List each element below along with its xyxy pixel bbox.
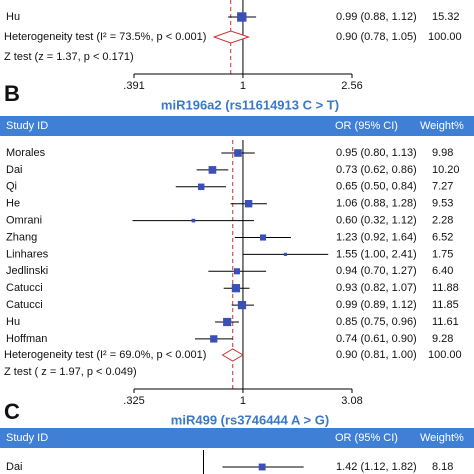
weight-label: 2.28 <box>432 215 453 227</box>
study-name: Morales <box>6 147 46 159</box>
header-bar <box>0 116 474 136</box>
study-square <box>210 335 218 343</box>
or-label: 0.99 (0.89, 1.12) <box>336 299 417 311</box>
panel-title: miR196a2 (rs11614913 C > T) <box>161 97 339 112</box>
z-test-label: Z test (z = 1.37, p < 0.171) <box>4 51 134 63</box>
pooled-or-label: 0.90 (0.81, 1.00) <box>336 349 417 361</box>
weight-label: 6.52 <box>432 231 453 243</box>
weight-label: 11.61 <box>432 316 459 328</box>
study-name: Hu <box>6 316 20 328</box>
or-label: 0.93 (0.82, 1.07) <box>336 282 417 294</box>
study-name: He <box>6 198 20 210</box>
study-square <box>231 284 241 293</box>
study-name: Dai <box>6 461 23 473</box>
column-header: Weight% <box>420 432 464 444</box>
weight-label: 6.40 <box>432 265 453 277</box>
weight-label: 9.53 <box>432 198 453 210</box>
weight-label: 8.18 <box>432 461 453 473</box>
study-name: Hoffman <box>6 333 47 345</box>
study-name: Catucci <box>6 299 43 311</box>
x-tick-label: 2.56 <box>341 80 362 92</box>
or-label: 0.73 (0.62, 0.86) <box>336 164 417 176</box>
column-header: Weight% <box>420 120 464 132</box>
study-name: Jedlinski <box>6 265 48 277</box>
or-label: 0.95 (0.80, 1.13) <box>336 147 417 159</box>
column-header: Study ID <box>6 432 48 444</box>
weight-label: 10.20 <box>432 164 460 176</box>
study-name: Zhang <box>6 231 37 243</box>
study-name: Catucci <box>6 282 43 294</box>
or-label: 0.65 (0.50, 0.84) <box>336 181 417 193</box>
study-square <box>233 268 240 275</box>
panel-letter: C <box>4 399 20 424</box>
panel-title: miR499 (rs3746444 A > G) <box>171 412 329 427</box>
study-name: Omrani <box>6 215 42 227</box>
weight-label: 11.85 <box>432 299 459 311</box>
or-label: 1.42 (1.12, 1.82) <box>336 461 417 473</box>
header-bar <box>0 428 474 448</box>
study-square <box>197 183 205 191</box>
column-header: OR (95% CI) <box>335 432 398 444</box>
panel-letter: B <box>4 81 20 106</box>
study-name: Linhares <box>6 248 49 260</box>
study-square <box>283 252 288 256</box>
x-tick-label: .391 <box>123 80 144 92</box>
or-label: 0.60 (0.32, 1.12) <box>336 215 417 227</box>
or-label: 0.85 (0.75, 0.96) <box>336 316 417 328</box>
z-test-label: Z test ( z = 1.97, p < 0.049) <box>4 366 137 378</box>
pooled-diamond <box>221 348 244 362</box>
study-name: Qi <box>6 181 17 193</box>
study-square <box>244 199 253 208</box>
study-square <box>191 218 196 223</box>
study-square <box>237 300 247 310</box>
study-square <box>234 149 242 157</box>
study-square <box>223 317 232 327</box>
weight-label: 15.32 <box>432 11 460 23</box>
x-tick-label: 1 <box>240 80 246 92</box>
or-label: 0.74 (0.61, 0.90) <box>336 333 417 345</box>
or-label: 1.23 (0.92, 1.64) <box>336 231 417 243</box>
x-tick-label: 1 <box>240 395 246 407</box>
x-tick-label: .325 <box>123 395 144 407</box>
study-square <box>208 166 217 174</box>
or-label: 1.06 (0.88, 1.28) <box>336 198 417 210</box>
pooled-or-label: 0.90 (0.78, 1.05) <box>336 31 417 43</box>
weight-label: 9.98 <box>432 147 453 159</box>
column-header: OR (95% CI) <box>335 120 398 132</box>
study-square <box>259 234 267 241</box>
x-tick-label: 3.08 <box>341 395 362 407</box>
pooled-weight-label: 100.00 <box>428 349 462 361</box>
study-square <box>258 463 266 471</box>
heterogeneity-label: Heterogeneity test (I² = 73.5%, p < 0.00… <box>4 31 206 43</box>
weight-label: 11.88 <box>432 282 459 294</box>
pooled-weight-label: 100.00 <box>428 31 462 43</box>
study-name: Dai <box>6 164 23 176</box>
column-header: Study ID <box>6 120 48 132</box>
weight-label: 9.28 <box>432 333 453 345</box>
weight-label: 7.27 <box>432 181 453 193</box>
weight-label: 1.75 <box>432 248 453 260</box>
study-square <box>237 12 247 22</box>
heterogeneity-label: Heterogeneity test (I² = 69.0%, p < 0.00… <box>4 349 206 361</box>
or-label: 0.94 (0.70, 1.27) <box>336 265 417 277</box>
pooled-diamond <box>212 30 251 44</box>
study-name: Hu <box>6 11 20 23</box>
or-label: 1.55 (1.00, 2.41) <box>336 248 417 260</box>
or-label: 0.99 (0.88, 1.12) <box>336 11 417 23</box>
